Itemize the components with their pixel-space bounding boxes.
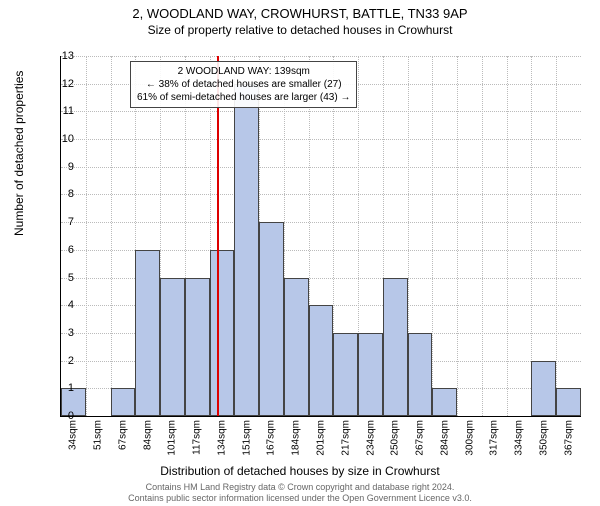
- histogram-bar: [259, 222, 284, 416]
- histogram-bar: [432, 388, 457, 416]
- x-tick-label: 101sqm: [167, 420, 178, 456]
- x-tick-label: 201sqm: [316, 420, 327, 456]
- x-tick-label: 250sqm: [390, 420, 401, 456]
- x-tick-label: 34sqm: [68, 420, 79, 450]
- x-tick-label: 300sqm: [464, 420, 475, 456]
- x-tick-label: 284sqm: [439, 420, 450, 456]
- x-tick-label: 84sqm: [142, 420, 153, 450]
- histogram-bar: [556, 388, 581, 416]
- gridline-v: [432, 56, 433, 416]
- y-tick-label: 7: [44, 216, 74, 228]
- histogram-bar: [284, 278, 309, 416]
- histogram-bar: [111, 388, 136, 416]
- gridline-h: [61, 56, 581, 57]
- y-tick-label: 4: [44, 299, 74, 311]
- y-tick-label: 12: [44, 78, 74, 90]
- x-tick-label: 267sqm: [415, 420, 426, 456]
- y-tick-label: 10: [44, 133, 74, 145]
- y-tick-label: 3: [44, 327, 74, 339]
- x-tick-label: 184sqm: [291, 420, 302, 456]
- gridline-h: [61, 222, 581, 223]
- histogram-bar: [210, 250, 235, 416]
- gridline-v: [86, 56, 87, 416]
- histogram-bar: [185, 278, 210, 416]
- gridline-h: [61, 194, 581, 195]
- gridline-h: [61, 167, 581, 168]
- gridline-v: [111, 56, 112, 416]
- gridline-v: [457, 56, 458, 416]
- chart-container: 2, WOODLAND WAY, CROWHURST, BATTLE, TN33…: [0, 6, 600, 506]
- annotation-line: ← 38% of detached houses are smaller (27…: [137, 78, 350, 91]
- histogram-bar: [333, 333, 358, 416]
- gridline-h: [61, 139, 581, 140]
- x-tick-label: 317sqm: [489, 420, 500, 456]
- annotation-line: 61% of semi-detached houses are larger (…: [137, 91, 350, 104]
- y-tick-label: 11: [44, 105, 74, 117]
- x-tick-label: 51sqm: [93, 420, 104, 450]
- plot-region: 34sqm51sqm67sqm84sqm101sqm117sqm134sqm15…: [60, 56, 581, 417]
- histogram-bar: [135, 250, 160, 416]
- x-tick-label: 217sqm: [340, 420, 351, 456]
- footer-line: Contains public sector information licen…: [0, 493, 600, 504]
- gridline-v: [482, 56, 483, 416]
- x-tick-label: 234sqm: [365, 420, 376, 456]
- histogram-bar: [160, 278, 185, 416]
- y-tick-label: 6: [44, 244, 74, 256]
- annotation-box: 2 WOODLAND WAY: 139sqm ← 38% of detached…: [130, 61, 357, 108]
- histogram-bar: [531, 361, 556, 416]
- chart-subtitle: Size of property relative to detached ho…: [0, 23, 600, 37]
- histogram-bar: [408, 333, 433, 416]
- x-tick-label: 151sqm: [241, 420, 252, 456]
- footer-line: Contains HM Land Registry data © Crown c…: [0, 482, 600, 493]
- reference-line: [217, 56, 219, 416]
- y-axis-label: Number of detached properties: [12, 71, 26, 236]
- gridline-v: [507, 56, 508, 416]
- y-tick-label: 5: [44, 272, 74, 284]
- chart-title: 2, WOODLAND WAY, CROWHURST, BATTLE, TN33…: [0, 6, 600, 21]
- gridline-h: [61, 111, 581, 112]
- gridline-v: [556, 56, 557, 416]
- y-tick-label: 9: [44, 161, 74, 173]
- y-tick-label: 1: [44, 382, 74, 394]
- x-tick-label: 117sqm: [192, 420, 203, 455]
- x-tick-label: 67sqm: [117, 420, 128, 450]
- x-tick-label: 350sqm: [538, 420, 549, 456]
- y-tick-label: 13: [44, 50, 74, 62]
- x-tick-label: 367sqm: [563, 420, 574, 456]
- y-tick-label: 0: [44, 410, 74, 422]
- footer: Contains HM Land Registry data © Crown c…: [0, 482, 600, 504]
- annotation-line: 2 WOODLAND WAY: 139sqm: [137, 65, 350, 78]
- y-tick-label: 2: [44, 355, 74, 367]
- chart-area: 34sqm51sqm67sqm84sqm101sqm117sqm134sqm15…: [60, 56, 580, 416]
- histogram-bar: [234, 84, 259, 416]
- histogram-bar: [358, 333, 383, 416]
- x-tick-label: 134sqm: [216, 420, 227, 456]
- x-axis-label: Distribution of detached houses by size …: [0, 464, 600, 478]
- histogram-bar: [383, 278, 408, 416]
- y-tick-label: 8: [44, 188, 74, 200]
- x-tick-label: 334sqm: [514, 420, 525, 456]
- x-tick-label: 167sqm: [266, 420, 277, 456]
- histogram-bar: [309, 305, 334, 416]
